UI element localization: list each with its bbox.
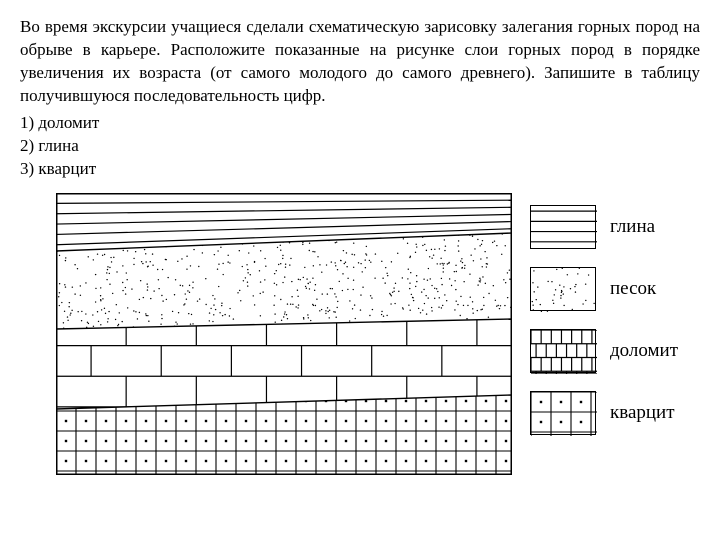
legend-swatch-quartzite <box>530 391 596 435</box>
legend-label-dolomite: доломит <box>610 340 678 362</box>
figure-wrap: глина песок доломит кварцит <box>20 193 700 475</box>
option-3: 3) кварцит <box>20 158 700 181</box>
legend-label-quartzite: кварцит <box>610 402 675 424</box>
option-1: 1) доломит <box>20 112 700 135</box>
legend-swatch-sand <box>530 267 596 311</box>
legend-row-clay: глина <box>530 205 678 249</box>
strata-diagram <box>56 193 512 475</box>
legend-swatch-dolomite <box>530 329 596 373</box>
legend-label-clay: глина <box>610 216 655 238</box>
options-list: 1) доломит 2) глина 3) кварцит <box>20 112 700 181</box>
legend-label-sand: песок <box>610 278 656 300</box>
task-text: Во время экскурсии учащиеся сделали схем… <box>20 16 700 108</box>
legend-row-sand: песок <box>530 267 678 311</box>
legend-swatch-clay <box>530 205 596 249</box>
legend-row-quartzite: кварцит <box>530 391 678 435</box>
legend: глина песок доломит кварцит <box>530 193 678 435</box>
legend-row-dolomite: доломит <box>530 329 678 373</box>
option-2: 2) глина <box>20 135 700 158</box>
